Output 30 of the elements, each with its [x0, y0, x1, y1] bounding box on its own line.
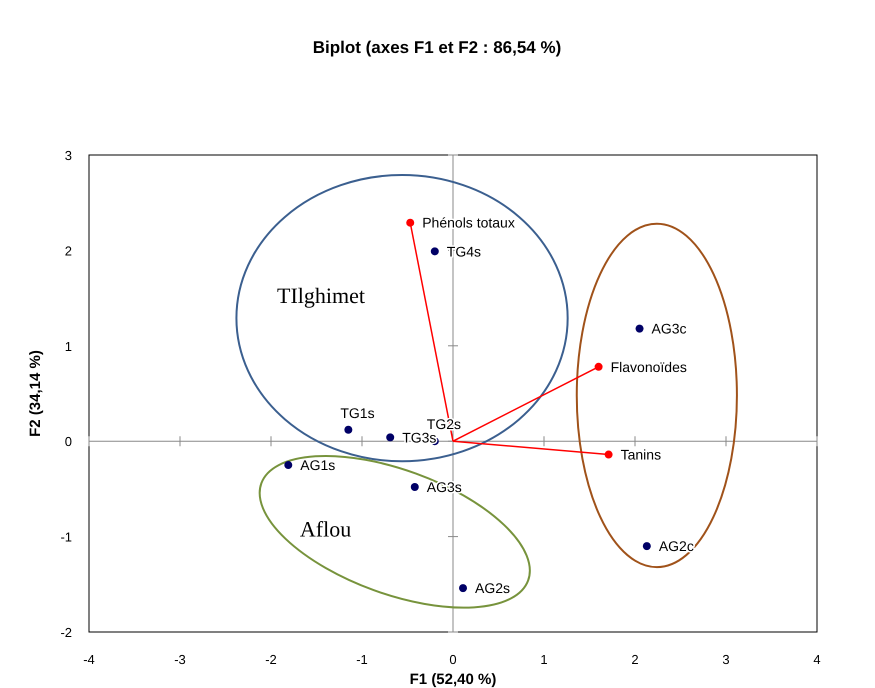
- annotation: TG4s: [446, 243, 482, 260]
- annotation: Aflou: [300, 516, 352, 542]
- x-tick-label: 1: [540, 652, 548, 667]
- x-axis-title: F1 (52,40 %): [410, 671, 496, 688]
- annotation: Tanins: [620, 446, 662, 463]
- x-tick-label: -2: [265, 652, 277, 667]
- annotation: Phénols totaux: [422, 214, 515, 231]
- x-tick-label: 3: [722, 652, 730, 667]
- y-tick-label: 0: [64, 434, 72, 450]
- chart-title: Biplot (axes F1 et F2 : 86,54 %): [312, 38, 562, 57]
- y-tick-label: 1: [64, 338, 72, 354]
- y-tick-label: 2: [64, 243, 72, 258]
- annotation: Flavonoïdes: [610, 358, 687, 375]
- x-tick-label: 4: [813, 652, 821, 667]
- annotation: AG2s: [475, 580, 510, 596]
- y-tick-label: -1: [60, 530, 72, 545]
- annotation: AG3c: [652, 320, 687, 337]
- x-tick-label: -3: [174, 652, 186, 667]
- x-tick-label: 0: [449, 652, 457, 667]
- y-axis-title: F2 (34,14 %): [27, 350, 44, 437]
- annotation: TG3s: [402, 429, 436, 446]
- y-tick-label: -2: [60, 625, 72, 640]
- annotation: TG1s: [340, 404, 375, 421]
- x-tick-label: 2: [631, 652, 639, 667]
- annotation: AG2c: [658, 538, 694, 554]
- x-tick-label: -4: [83, 652, 95, 667]
- annotation: AG1s: [300, 457, 336, 474]
- y-tick-label: 3: [64, 148, 72, 163]
- x-tick-label: -1: [356, 652, 368, 667]
- annotation: TIlghimet: [277, 282, 366, 308]
